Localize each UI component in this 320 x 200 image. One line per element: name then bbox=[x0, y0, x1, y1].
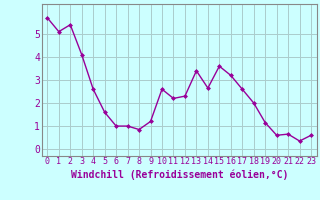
X-axis label: Windchill (Refroidissement éolien,°C): Windchill (Refroidissement éolien,°C) bbox=[70, 169, 288, 180]
